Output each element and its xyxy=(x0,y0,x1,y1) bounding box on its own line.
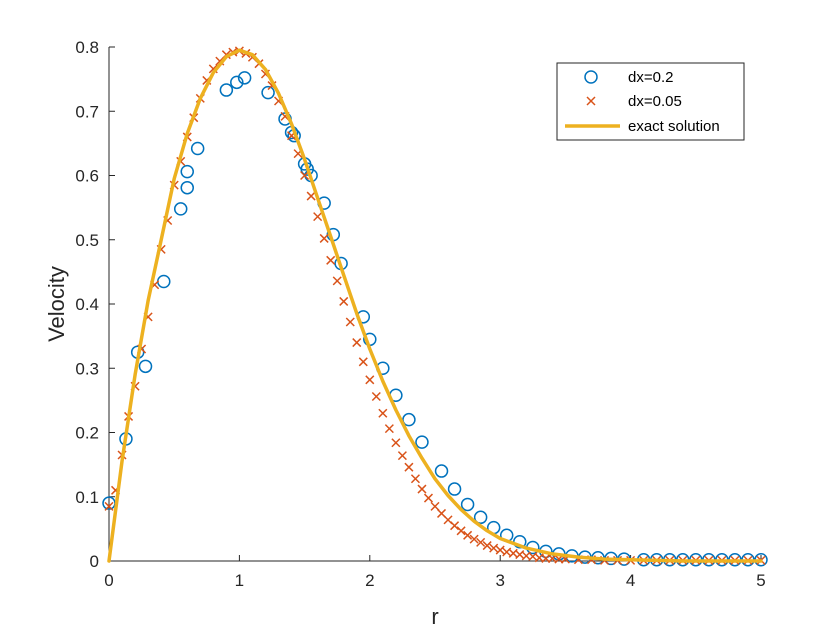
data-point-cross xyxy=(423,493,434,503)
data-point-cross xyxy=(397,451,407,461)
data-point-cross xyxy=(104,501,114,511)
x-axis-label: r xyxy=(431,604,438,629)
x-tick-label: 4 xyxy=(626,571,635,590)
legend-label: exact solution xyxy=(628,118,720,135)
y-tick-label: 0.5 xyxy=(75,231,99,250)
legend-label: dx=0.2 xyxy=(628,69,673,86)
data-point-cross xyxy=(306,191,316,201)
data-point-cross xyxy=(378,408,388,418)
y-axis-label: Velocity xyxy=(44,266,69,342)
data-point-cross xyxy=(469,534,479,544)
y-tick-label: 0.6 xyxy=(75,167,99,186)
data-point-cross xyxy=(495,545,505,555)
x-tick-label: 2 xyxy=(365,571,374,590)
data-point-cross xyxy=(313,212,323,222)
data-point-circle xyxy=(138,359,153,374)
y-tick-label: 0.2 xyxy=(75,424,99,443)
data-point-cross xyxy=(345,317,355,327)
data-point-circle xyxy=(261,85,275,100)
data-point-circle xyxy=(180,164,194,179)
y-tick-label: 0.1 xyxy=(75,488,99,507)
data-point-circle xyxy=(460,497,475,512)
y-tick-label: 0.7 xyxy=(75,102,99,121)
data-point-circle xyxy=(415,435,429,449)
x-tick-label: 5 xyxy=(756,571,765,590)
x-tick-label: 1 xyxy=(235,571,244,590)
series-layer xyxy=(102,46,768,567)
data-point-cross xyxy=(463,530,473,540)
data-point-cross xyxy=(365,375,375,385)
data-point-cross xyxy=(384,424,394,434)
data-point-cross xyxy=(456,526,466,536)
data-point-cross xyxy=(430,501,440,511)
data-point-cross xyxy=(417,484,427,494)
data-point-cross xyxy=(489,543,499,553)
data-point-circle xyxy=(402,412,416,427)
data-point-cross xyxy=(476,537,486,547)
exact-solution-line xyxy=(107,48,763,563)
data-point-cross xyxy=(300,170,310,181)
y-tick-label: 0.8 xyxy=(75,38,99,57)
data-point-circle xyxy=(190,141,205,156)
data-point-cross xyxy=(450,521,460,531)
data-point-cross xyxy=(339,296,349,306)
y-ticks: 0 0.1 0.2 0.3 0.4 0.5 0.6 0.7 0.8 xyxy=(75,38,115,571)
data-point-cross xyxy=(410,474,420,484)
y-tick-label: 0.4 xyxy=(75,295,99,314)
legend-cross-icon xyxy=(586,96,596,106)
y-tick-label: 0 xyxy=(90,552,99,571)
data-point-cross xyxy=(332,276,342,286)
data-point-cross xyxy=(352,338,362,348)
data-point-circle xyxy=(434,464,449,478)
data-point-circle xyxy=(180,180,194,195)
y-tick-label: 0.3 xyxy=(75,359,99,378)
data-point-circle xyxy=(173,202,188,216)
data-point-cross xyxy=(482,541,492,551)
legend-circle-icon xyxy=(584,70,598,84)
plot-area: 0 1 2 3 4 5 0 0.1 0.2 0.3 0.4 0.5 0.6 0.7 0.8 xyxy=(75,38,768,590)
data-point-cross xyxy=(326,255,336,265)
data-point-circle xyxy=(219,83,234,97)
x-tick-label: 3 xyxy=(495,571,504,590)
data-point-cross xyxy=(404,462,414,472)
data-point-cross xyxy=(541,553,551,563)
data-point-circle xyxy=(473,510,488,525)
data-point-circle xyxy=(237,71,252,85)
x-tick-label: 0 xyxy=(104,571,113,590)
data-point-circle xyxy=(447,482,462,496)
data-point-cross xyxy=(371,391,381,402)
data-point-circle xyxy=(230,75,244,90)
data-point-cross xyxy=(319,233,329,243)
legend-label: dx=0.05 xyxy=(628,93,682,110)
data-point-cross xyxy=(391,438,401,448)
data-point-cross xyxy=(358,357,368,367)
legend: dx=0.2 dx=0.05 exact solution xyxy=(556,62,745,141)
